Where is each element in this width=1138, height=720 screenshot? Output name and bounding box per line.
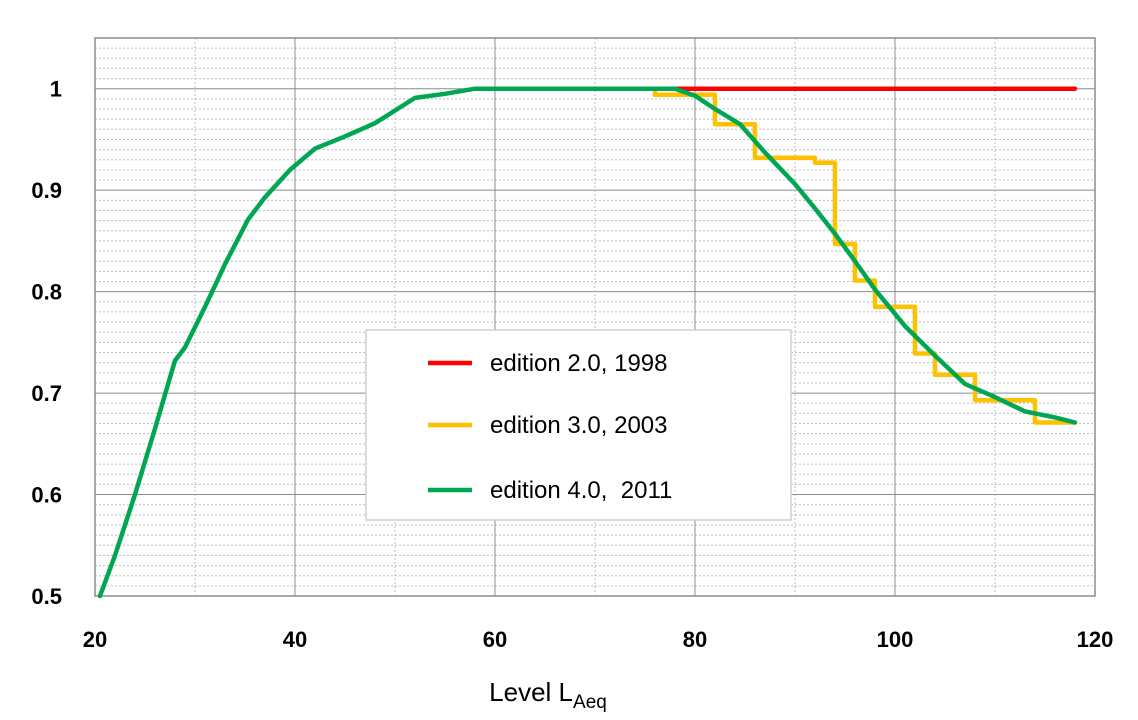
x-tick-label: 40 xyxy=(283,627,307,652)
y-tick-label: 0.5 xyxy=(31,584,62,609)
x-axis-title-subscript: Aeq xyxy=(573,692,607,713)
legend-label-edition-2: edition 2.0, 1998 xyxy=(490,350,667,377)
series-line-3 xyxy=(97,86,1078,599)
x-tick-label: 60 xyxy=(483,627,507,652)
x-tick-label: 120 xyxy=(1077,627,1114,652)
y-tick-label: 0.8 xyxy=(31,280,62,305)
legend: edition 2.0, 1998 edition 3.0, 2003 edit… xyxy=(365,329,792,521)
x-tick-label: 100 xyxy=(877,627,914,652)
x-tick-label: 20 xyxy=(83,627,107,652)
x-axis-title: Level LAeq xyxy=(489,677,607,713)
x-tick-label: 80 xyxy=(683,627,707,652)
y-tick-label: 0.6 xyxy=(31,483,62,508)
legend-label-edition-3: edition 3.0, 2003 xyxy=(490,412,667,439)
series-layer xyxy=(97,86,1078,599)
tick-layer: 20 40 60 80 100 120 0.5 0.6 0.7 0.8 0.9 1 xyxy=(31,77,1113,652)
legend-label-edition-4: edition 4.0, 2011 xyxy=(490,477,672,504)
y-tick-label: 1 xyxy=(50,77,62,102)
y-tick-label: 0.7 xyxy=(31,381,62,406)
y-tick-label: 0.9 xyxy=(31,178,62,203)
x-axis-title-main: Level L xyxy=(489,677,573,707)
